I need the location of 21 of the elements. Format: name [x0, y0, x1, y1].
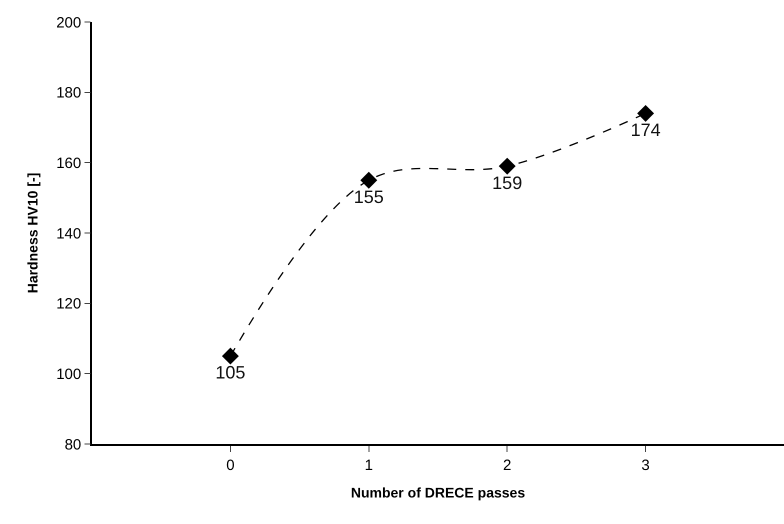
data-label: 155 [354, 186, 384, 207]
data-label: 174 [630, 120, 661, 140]
x-tick-label: 2 [503, 456, 512, 474]
y-tick-label: 80 [64, 436, 82, 454]
point [498, 158, 516, 175]
data-label: 105 [215, 362, 246, 383]
point [222, 348, 239, 365]
point [637, 104, 654, 122]
y-tick-label: 200 [56, 14, 82, 32]
y-tick-label: 160 [56, 154, 82, 172]
x-tick-label: 1 [364, 456, 373, 474]
data-label: 159 [492, 172, 522, 193]
x-tick-label: 0 [226, 456, 235, 474]
y-tick-label: 100 [56, 366, 82, 383]
y-axis-title: Hardness HV10 [-] [24, 172, 40, 294]
point [360, 172, 378, 189]
y-tick-label: 120 [56, 296, 82, 313]
y-tick-label: 140 [56, 225, 82, 242]
x-axis-title: Number of DRECE passes [350, 484, 526, 501]
y-tick-label: 180 [56, 84, 82, 102]
x-tick-label: 3 [641, 456, 650, 474]
